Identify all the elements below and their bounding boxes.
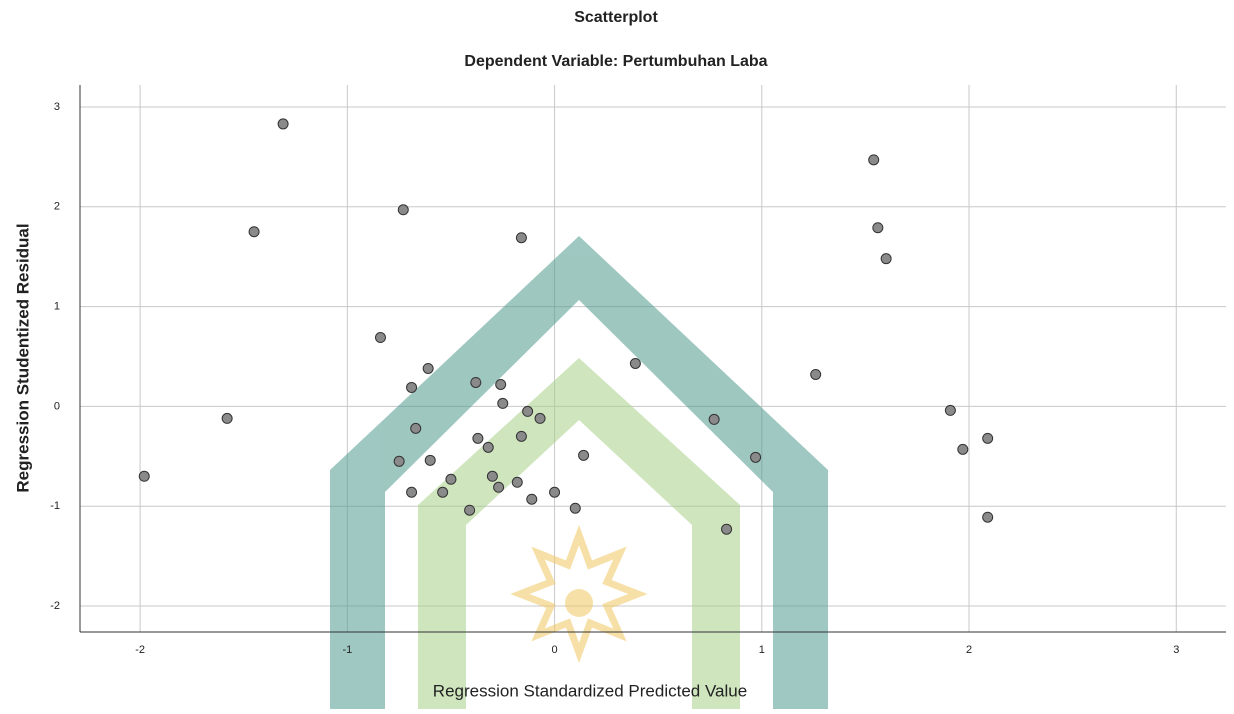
scatter-point <box>498 398 508 408</box>
x-tick-label: -1 <box>342 644 352 656</box>
scatter-point <box>411 423 421 433</box>
y-tick-label: -2 <box>50 600 60 612</box>
scatter-point <box>550 487 560 497</box>
scatter-point <box>516 431 526 441</box>
scatter-point <box>811 369 821 379</box>
scatter-point <box>487 471 497 481</box>
scatter-point <box>407 382 417 392</box>
scatter-point <box>983 433 993 443</box>
scatter-point <box>751 452 761 462</box>
scatter-point <box>398 205 408 215</box>
scatter-point <box>722 524 732 534</box>
scatter-point <box>222 413 232 423</box>
scatter-point <box>423 363 433 373</box>
y-axis-label: Regression Studentized Residual <box>13 223 32 492</box>
chart: Scatterplot Dependent Variable: Pertumbu… <box>0 0 1234 709</box>
scatter-point <box>535 413 545 423</box>
y-tick-label: 2 <box>54 201 60 213</box>
x-tick-label: 0 <box>552 644 558 656</box>
scatter-point <box>873 223 883 233</box>
scatter-point <box>494 482 504 492</box>
x-tick-label: 3 <box>1173 644 1179 656</box>
scatter-point <box>278 119 288 129</box>
y-tick-label: -1 <box>50 500 60 512</box>
scatter-point <box>881 254 891 264</box>
scatter-point <box>869 155 879 165</box>
scatter-point <box>570 503 580 513</box>
chart-title: Scatterplot <box>574 9 658 26</box>
scatter-point <box>394 456 404 466</box>
scatter-point <box>523 406 533 416</box>
scatter-point <box>446 474 456 484</box>
scatter-point <box>249 227 259 237</box>
scatter-point <box>465 505 475 515</box>
scatter-point <box>516 233 526 243</box>
scatter-point <box>496 379 506 389</box>
scatter-point <box>512 477 522 487</box>
scatter-point <box>709 414 719 424</box>
x-tick-label: 2 <box>966 644 972 656</box>
scatter-point <box>375 333 385 343</box>
scatter-point <box>438 487 448 497</box>
scatter-point <box>139 471 149 481</box>
scatter-point <box>630 358 640 368</box>
scatter-point <box>425 455 435 465</box>
x-tick-label: 1 <box>759 644 765 656</box>
scatter-point <box>945 405 955 415</box>
y-tick-label: 1 <box>54 301 60 313</box>
scatter-point <box>471 377 481 387</box>
x-axis-label: Regression Standardized Predicted Value <box>433 681 747 700</box>
scatter-point <box>473 433 483 443</box>
scatter-point <box>958 444 968 454</box>
x-tick-label: -2 <box>135 644 145 656</box>
scatter-point <box>407 487 417 497</box>
chart-subtitle: Dependent Variable: Pertumbuhan Laba <box>464 53 767 70</box>
scatter-point <box>983 512 993 522</box>
y-tick-label: 3 <box>54 101 60 113</box>
scatter-point <box>579 450 589 460</box>
y-tick-label: 0 <box>54 400 60 412</box>
scatter-point <box>527 494 537 504</box>
scatter-point <box>483 442 493 452</box>
